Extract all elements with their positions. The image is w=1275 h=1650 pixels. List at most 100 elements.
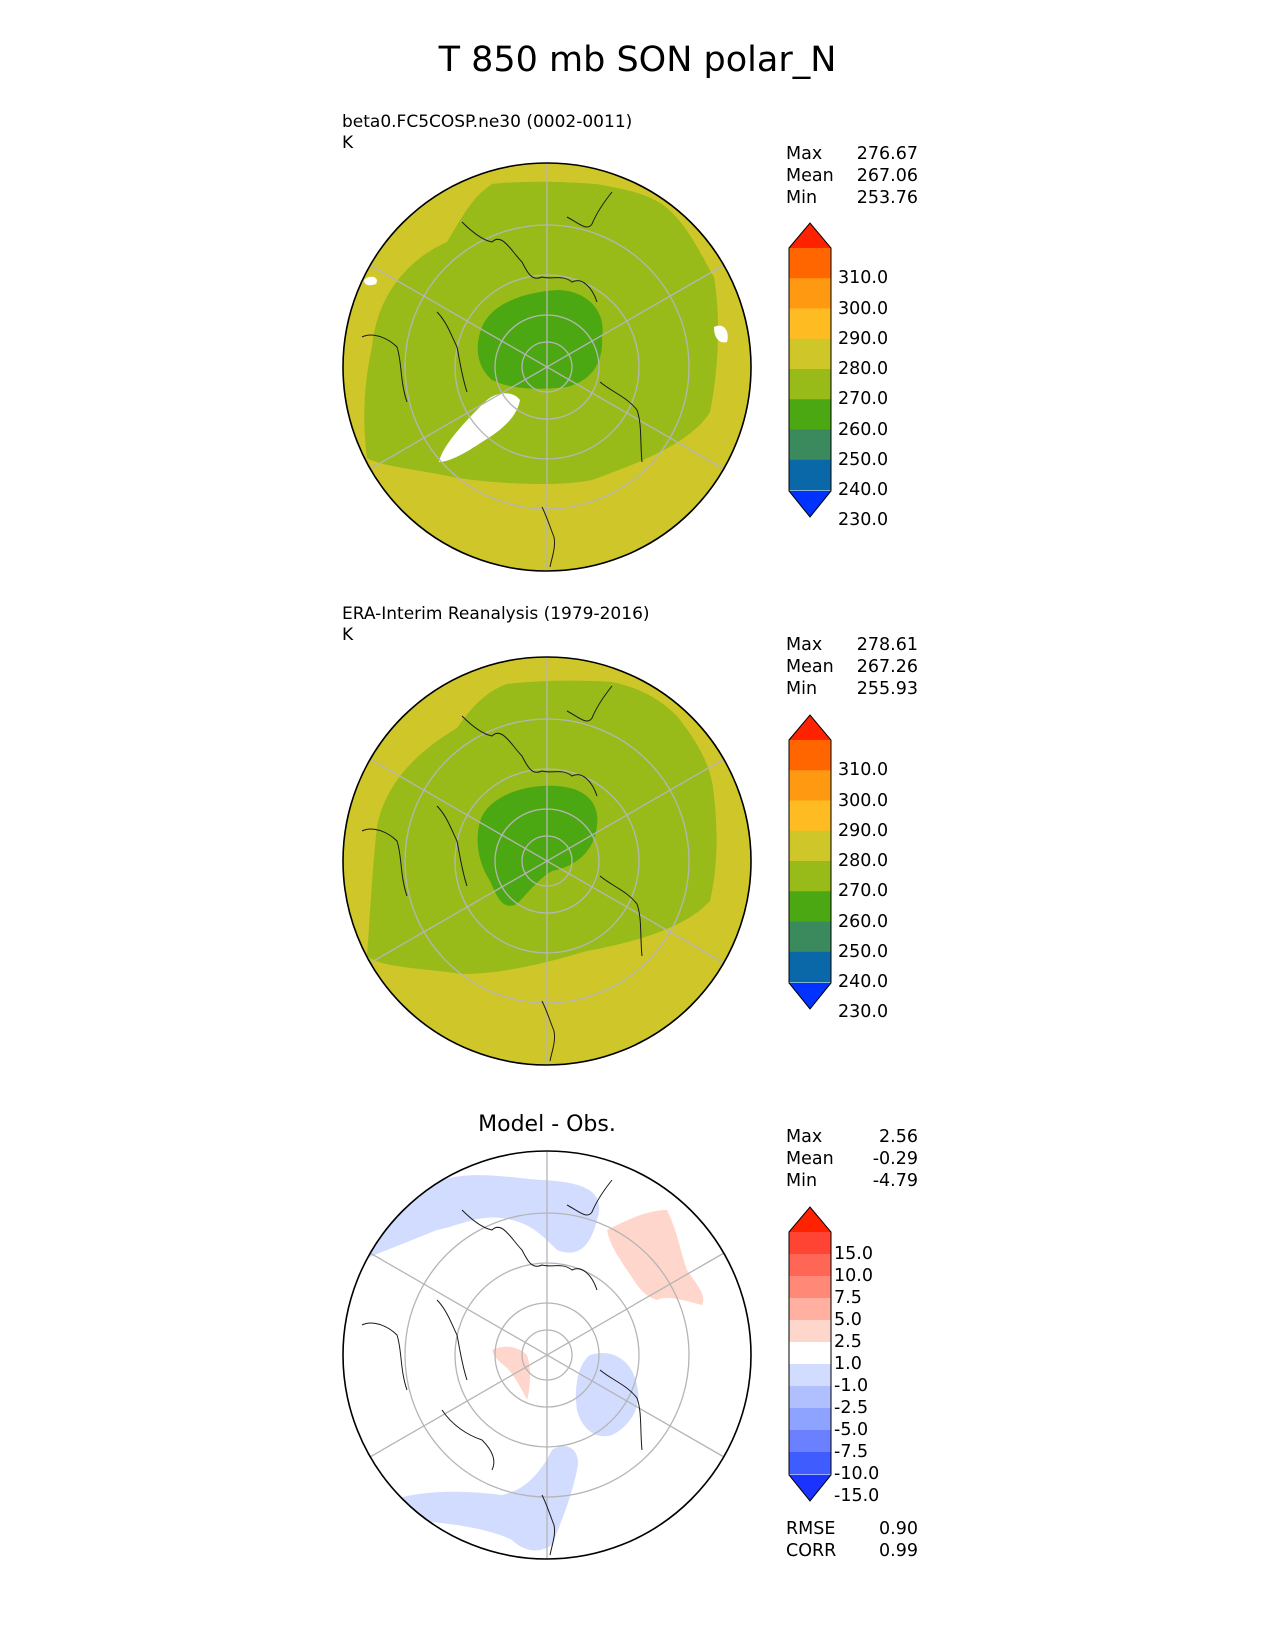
colorbar-extend-bottom <box>789 491 831 517</box>
stat-name: RMSE <box>786 1519 836 1539</box>
colorbar-outline <box>788 1206 832 1502</box>
stat-value: -0.29 <box>872 1149 918 1169</box>
colorbar-segment <box>789 800 831 832</box>
colorbar-segment <box>789 1298 831 1321</box>
colorbar-segment <box>789 770 831 801</box>
stat-name: CORR <box>786 1541 837 1561</box>
stat-value: 0.99 <box>879 1541 918 1561</box>
colorbar-temp-1-ticks: 310.0 300.0 290.0 280.0 270.0 260.0 250.0 240.0… <box>838 222 918 530</box>
stat-name: Min <box>786 188 818 208</box>
colorbar-tick-label: 310.0 <box>838 268 889 289</box>
map-boundary <box>342 656 752 1066</box>
stat-name: Min <box>786 679 818 699</box>
colorbar-segment <box>789 951 831 983</box>
colorbar-tick-label: 290.0 <box>838 820 889 841</box>
diff-negative-region <box>392 1446 578 1551</box>
colorbar-tick-label: 250.0 <box>838 941 889 962</box>
panel-2-units: K <box>342 625 354 645</box>
colorbar-segment <box>789 740 831 771</box>
panel-2-dataset-name: ERA-Interim Reanalysis (1979-2016) <box>342 604 650 624</box>
colorbar-temp-2 <box>788 714 832 1010</box>
panel-1-stats: Max 276.67 Mean 267.06 Min 253.76 <box>786 143 918 209</box>
stat-value: 255.93 <box>856 679 918 699</box>
colorbar-segment <box>789 1342 831 1365</box>
colorbar-segment <box>789 1320 831 1343</box>
colorbar-segment <box>789 891 831 922</box>
colorbar-tick-label: 260.0 <box>838 419 889 440</box>
colorbar-segment <box>789 1386 831 1409</box>
colorbar-tick-label: 280.0 <box>838 359 889 379</box>
colorbar-segment <box>789 369 831 400</box>
stat-name: Max <box>786 1127 823 1147</box>
colorbar-segment <box>789 1232 831 1255</box>
colorbar-tick-label: 270.0 <box>838 881 889 902</box>
stat-value: 267.26 <box>856 657 918 677</box>
stat-name: Mean <box>786 166 834 186</box>
colorbar-segment <box>789 248 831 279</box>
colorbar-tick-label: 280.0 <box>838 851 889 871</box>
stat-value: 2.56 <box>879 1127 918 1147</box>
colorbar-tick-label: 260.0 <box>838 911 889 932</box>
map-obs <box>342 656 752 1066</box>
colorbar-outline <box>788 714 832 1010</box>
colorbar-tick-label: -15.0 <box>834 1486 880 1506</box>
coastlines <box>361 191 643 568</box>
map-diff <box>342 1150 752 1560</box>
graticule <box>369 1151 725 1559</box>
colorbar-tick-label: 270.0 <box>838 389 889 410</box>
colorbar-tick-label: -1.0 <box>834 1376 869 1396</box>
missing-data-rockies <box>714 325 728 343</box>
colorbar-diff <box>788 1206 832 1502</box>
stat-value: 253.76 <box>856 188 918 208</box>
colorbar-segment <box>789 1452 831 1475</box>
colorbar-tick-label: -5.0 <box>834 1420 869 1440</box>
graticule <box>369 163 725 571</box>
map-boundary <box>342 162 752 572</box>
diff-negative-region <box>575 1353 639 1437</box>
colorbar-tick-label: 300.0 <box>838 298 889 319</box>
colorbar-segment <box>789 1276 831 1299</box>
stat-name: Max <box>786 635 823 655</box>
colorbar-extend-bottom <box>789 983 831 1009</box>
colorbar-segment <box>789 459 831 491</box>
colorbar-extend-top <box>789 715 831 740</box>
panel-1-label: beta0.FC5COSP.ne30 (0002-0011) K <box>342 112 632 154</box>
diff-negative-region <box>362 1175 600 1260</box>
panel-3-extra-stats: RMSE 0.90 CORR 0.99 <box>786 1518 918 1562</box>
colorbar-tick-label: -2.5 <box>834 1398 869 1418</box>
panel-1-units: K <box>342 133 354 153</box>
panel-2-stats: Max 278.61 Mean 267.26 Min 255.93 <box>786 634 918 700</box>
colorbar-segment <box>789 399 831 430</box>
diff-positive-region <box>607 1210 704 1305</box>
missing-data-greenland <box>439 393 520 462</box>
temp-band-250-260 <box>477 785 598 906</box>
stat-value: 276.67 <box>856 144 918 164</box>
colorbar-segment <box>789 278 831 309</box>
stat-name: Max <box>786 144 823 164</box>
colorbar-tick-label: 5.0 <box>834 1310 862 1330</box>
colorbar-tick-label: 15.0 <box>834 1244 873 1264</box>
colorbar-outline <box>788 222 832 518</box>
colorbar-tick-label: 240.0 <box>838 480 889 500</box>
page-title: T 850 mb SON polar_N <box>438 40 837 80</box>
colorbar-temp-1 <box>788 222 832 518</box>
colorbar-segment <box>789 921 831 953</box>
colorbar-extend-top <box>789 223 831 248</box>
graticule <box>369 657 725 1065</box>
colorbar-segment <box>789 1430 831 1453</box>
colorbar-diff-ticks: 15.0 10.0 7.5 5.0 2.5 1.0 -1.0 -2.5 -5.0 -7.5 -10.… <box>834 1206 914 1506</box>
stat-value: 0.90 <box>879 1519 918 1539</box>
panel-3-title: Model - Obs. <box>478 1112 616 1137</box>
coastlines <box>361 685 643 1062</box>
panel-2-label: ERA-Interim Reanalysis (1979-2016) K <box>342 604 650 646</box>
colorbar-segment <box>789 429 831 461</box>
stat-name: Mean <box>786 1149 834 1169</box>
stat-value: 267.06 <box>856 166 918 186</box>
colorbar-tick-label: 10.0 <box>834 1266 873 1286</box>
map-model <box>342 162 752 572</box>
map-boundary <box>342 1150 752 1560</box>
stat-value: -4.79 <box>872 1171 918 1191</box>
colorbar-segment <box>789 861 831 892</box>
colorbar-segment <box>789 830 831 862</box>
colorbar-temp-2-ticks: 310.0 300.0 290.0 280.0 270.0 260.0 250.0 240.0… <box>838 714 918 1022</box>
